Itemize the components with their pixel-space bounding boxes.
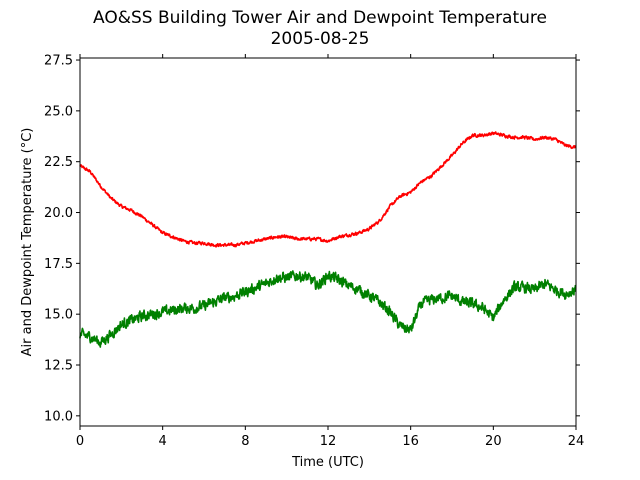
x-tick-label: 4 bbox=[159, 434, 167, 449]
x-tick-label: 8 bbox=[241, 434, 249, 449]
air-temperature-line bbox=[79, 131, 577, 248]
x-axis-ticks: 0 4 8 12 16 20 24 bbox=[76, 54, 584, 449]
y-tick-label: 27.5 bbox=[44, 54, 73, 69]
chart-subtitle: 2005-08-25 bbox=[270, 29, 370, 49]
y-tick-label: 10.0 bbox=[44, 409, 73, 424]
x-tick-label: 0 bbox=[76, 434, 84, 449]
y-tick-label: 25.0 bbox=[44, 104, 73, 119]
x-tick-label: 24 bbox=[568, 434, 585, 449]
x-tick-label: 16 bbox=[402, 434, 419, 449]
y-tick-label: 22.5 bbox=[44, 155, 73, 170]
chart-title: AO&SS Building Tower Air and Dewpoint Te… bbox=[92, 8, 547, 28]
x-tick-label: 12 bbox=[320, 434, 337, 449]
series-layer bbox=[79, 131, 577, 348]
y-axis-label: Air and Dewpoint Temperature (°C) bbox=[20, 128, 35, 357]
y-tick-label: 15.0 bbox=[44, 308, 73, 323]
x-tick-label: 20 bbox=[485, 434, 502, 449]
x-axis-label: Time (UTC) bbox=[291, 455, 364, 470]
dewpoint-temperature-line bbox=[79, 270, 577, 348]
y-axis-ticks: 10.0 12.5 15.0 17.5 20.0 22.5 25.0 27.5 bbox=[44, 54, 580, 424]
y-tick-label: 17.5 bbox=[44, 257, 73, 272]
y-tick-label: 12.5 bbox=[44, 359, 73, 374]
y-tick-label: 20.0 bbox=[44, 206, 73, 221]
